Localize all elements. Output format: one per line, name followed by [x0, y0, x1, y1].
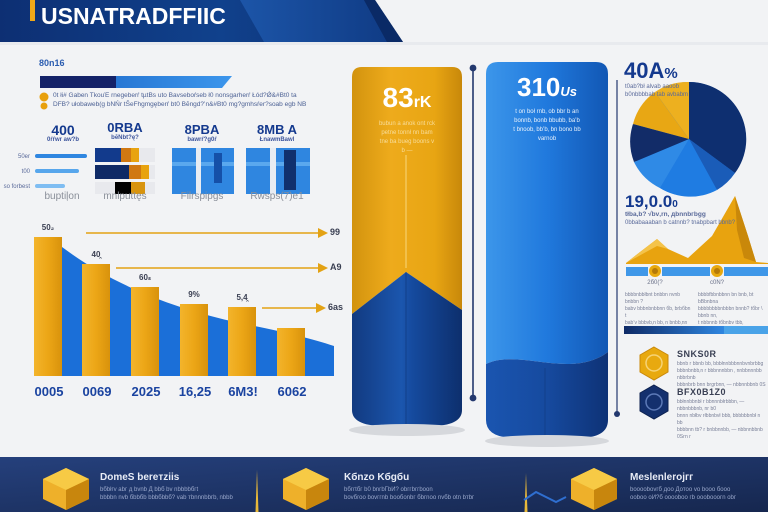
svg-text:so forbest: so forbest — [4, 184, 31, 190]
svg-text:50er: 50er — [18, 154, 30, 160]
svg-text:t00: t00 — [22, 169, 31, 175]
